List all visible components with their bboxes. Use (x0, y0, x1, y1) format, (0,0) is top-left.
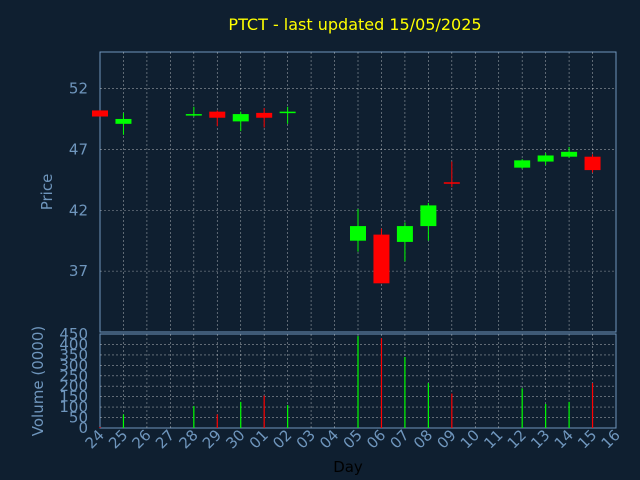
price-panel: 37 42 47 52 (69, 51, 617, 333)
x-tick-label: 07 (387, 426, 413, 452)
candle-24 (92, 110, 108, 117)
candle-08 (420, 202, 437, 241)
candle-body (514, 160, 531, 168)
candle-body (115, 118, 132, 124)
candle-body (584, 156, 601, 171)
volume-tick-label: 0 (78, 419, 88, 437)
candle-body (561, 151, 578, 157)
candle-01 (256, 108, 273, 128)
x-tick-label: 15 (574, 426, 600, 452)
volume-tick-label: 150 (59, 388, 88, 406)
candle-12 (514, 159, 531, 169)
x-tick-label: 06 (363, 426, 389, 452)
x-tick-label: 10 (457, 426, 483, 452)
candle-body (279, 111, 296, 114)
candle-30 (232, 111, 249, 132)
x-tick-label: 09 (433, 426, 459, 452)
price-tick-label: 52 (69, 80, 88, 98)
price-axis-label: Price (38, 174, 56, 211)
price-tick-label: 42 (69, 201, 88, 219)
candle-07 (396, 222, 413, 262)
candle-body (537, 155, 554, 162)
x-tick-label: 25 (105, 426, 131, 452)
candle-14 (561, 146, 578, 158)
x-tick-label: 26 (129, 426, 155, 452)
candle-06 (373, 228, 390, 284)
candle-body (185, 114, 202, 116)
x-tick-label: 02 (269, 426, 295, 452)
x-tick-label: 27 (152, 426, 178, 452)
x-tick-label: 30 (222, 426, 248, 452)
candle-25 (115, 112, 132, 135)
volume-tick-label: 50 (69, 409, 88, 427)
volume-tick-label: 350 (59, 346, 88, 364)
x-tick-label: 01 (246, 426, 272, 452)
x-tick-label: 08 (410, 426, 436, 452)
candle-body (232, 114, 249, 122)
volume-axis-label: Volume (0000) (29, 326, 47, 436)
volume-tick-label: 100 (59, 398, 88, 416)
x-tick-label: 29 (199, 426, 225, 452)
volume-tick-label: 450 (59, 325, 88, 343)
price-tick-label: 37 (69, 262, 88, 280)
candle-body (396, 226, 413, 242)
candle-body (373, 234, 390, 284)
x-tick-label: 05 (340, 426, 366, 452)
x-tick-label: 14 (551, 426, 577, 452)
volume-tick-label: 250 (59, 367, 88, 385)
x-tick-label: 11 (480, 426, 506, 452)
candle-body (209, 111, 226, 118)
candle-29 (209, 110, 226, 127)
candle-body (443, 182, 460, 184)
x-tick-label: 12 (504, 426, 530, 452)
x-axis: 2425262728293001020304050607080910111213… (82, 426, 624, 452)
candle-body (92, 110, 108, 117)
candle-13 (537, 153, 554, 166)
candle-15 (584, 154, 601, 173)
candle-09 (443, 161, 460, 188)
candle-body (256, 112, 273, 118)
price-tick-label: 47 (69, 140, 88, 158)
candle-02 (279, 106, 296, 124)
x-tick-label: 04 (316, 426, 342, 452)
x-tick-label: 28 (175, 426, 201, 452)
x-tick-label: 13 (527, 426, 553, 452)
chart-title: PTCT - last updated 15/05/2025 (228, 15, 481, 34)
volume-tick-label: 200 (59, 377, 88, 395)
x-tick-label: 16 (598, 426, 624, 452)
volume-tick-label: 400 (59, 335, 88, 353)
volume-tick-label: 300 (59, 356, 88, 374)
candle-28 (185, 106, 202, 117)
x-tick-label: 03 (293, 426, 319, 452)
candle-body (350, 226, 366, 241)
x-axis-label: Day (333, 458, 363, 476)
candle-05 (350, 209, 366, 252)
candle-body (420, 205, 437, 227)
